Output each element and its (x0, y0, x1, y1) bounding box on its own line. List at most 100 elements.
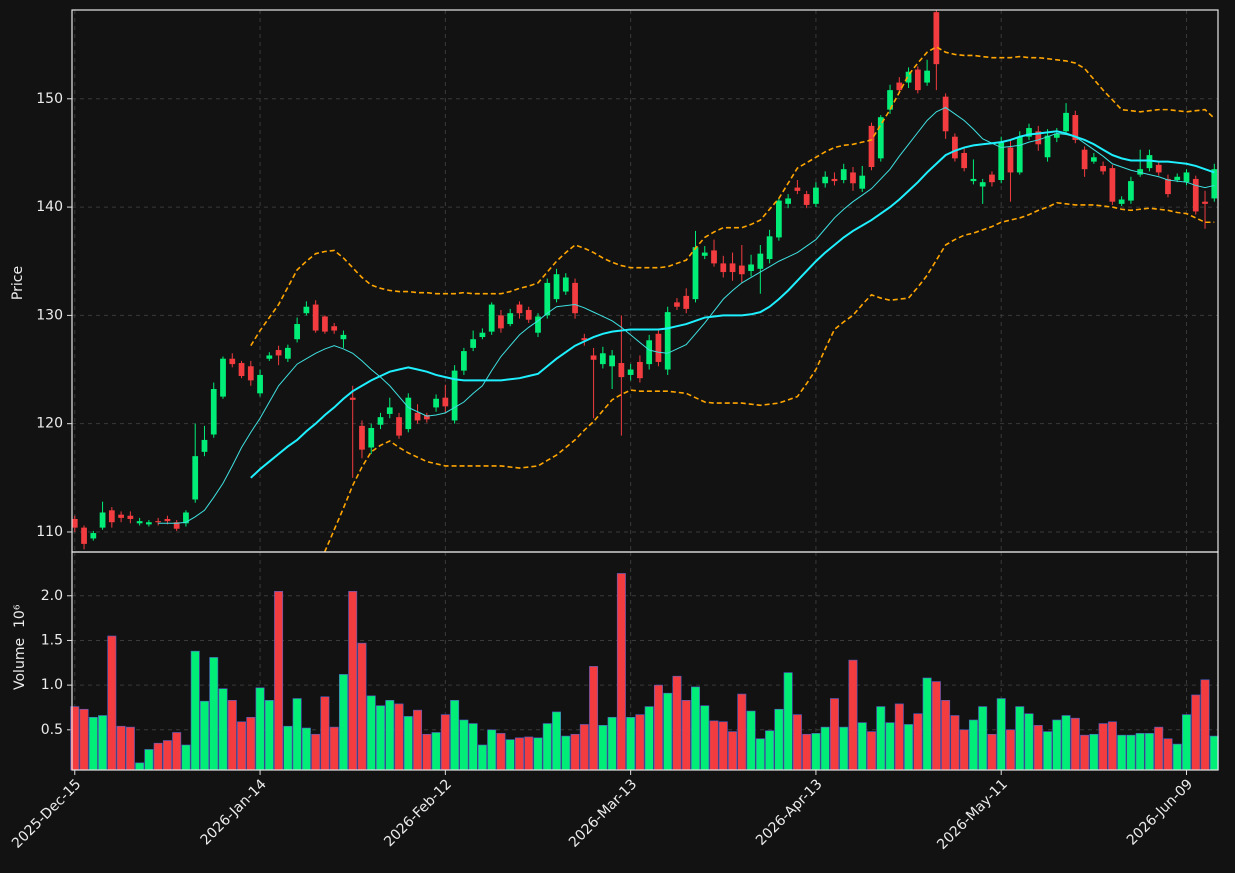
candle-body (451, 370, 458, 421)
volume-bar (459, 719, 469, 771)
volume-bar (1126, 734, 1136, 771)
candle-body (266, 355, 273, 359)
candle-body (1211, 169, 1218, 199)
candle-body (590, 355, 597, 360)
volume-bar (635, 714, 645, 771)
volume-bar (1033, 725, 1043, 771)
volume-bar (116, 725, 126, 771)
volume-bar (366, 695, 376, 771)
candle-body (1016, 136, 1023, 173)
volume-bar (264, 700, 274, 771)
candle-body (794, 187, 801, 191)
volume-bar (144, 749, 154, 771)
candle-body (961, 152, 968, 169)
volume-bar (357, 642, 367, 771)
volume-bar (440, 714, 450, 771)
candle-body (599, 353, 606, 365)
volume-bar (894, 703, 904, 771)
volume-bar (644, 706, 654, 771)
candle-body (646, 340, 653, 365)
y-tick-label: 110 (36, 524, 63, 540)
volume-bar (1200, 679, 1210, 771)
candle-body (998, 142, 1005, 181)
candle-body (655, 333, 662, 362)
candle-body (405, 397, 412, 430)
volume-bar (125, 726, 135, 771)
candle-body (701, 252, 708, 256)
volume-bar (431, 732, 441, 771)
volume-bar (774, 708, 784, 771)
volume-bar (552, 711, 561, 771)
volume-bar (820, 726, 830, 771)
candle-body (729, 263, 736, 273)
y-tick-label: 140 (36, 199, 63, 215)
volume-bar (190, 650, 200, 771)
candle-body (859, 175, 866, 189)
volume-bar (1191, 694, 1201, 771)
volume-bar (848, 659, 858, 771)
candle-body (775, 200, 782, 238)
volume-bar (1006, 729, 1015, 771)
volume-bar (338, 674, 348, 771)
candle-body (173, 522, 180, 529)
candle-body (942, 96, 949, 132)
volume-bar (468, 723, 478, 771)
volume-bar (783, 672, 793, 771)
volume-bar (829, 698, 839, 771)
candle-body (470, 339, 477, 348)
candle-body (692, 247, 699, 300)
overlay-line (323, 201, 1215, 552)
candle-body (618, 363, 625, 378)
candle-body (572, 282, 578, 314)
candle-body (979, 182, 986, 187)
volume-bar (237, 721, 247, 771)
candle-body (1192, 178, 1199, 212)
candle-body (1063, 112, 1069, 132)
volume-bar (218, 688, 228, 771)
y-axis-label: Price (10, 266, 26, 300)
candle-body (813, 187, 819, 204)
candle-body (312, 304, 319, 331)
volume-bar (959, 729, 969, 771)
candle-body (1174, 176, 1181, 181)
candle-body (683, 295, 690, 309)
candle-body (1183, 172, 1190, 183)
candle-body (952, 136, 958, 159)
volume-bar (98, 715, 108, 771)
candle-body (748, 264, 754, 271)
candle-body (785, 198, 792, 204)
candle-body (284, 347, 291, 359)
volume-bar (301, 727, 311, 771)
candle-body (368, 428, 375, 448)
volume-bar (755, 738, 765, 771)
candle-body (442, 397, 449, 407)
volume-bar (1172, 743, 1182, 771)
volume-bar (626, 716, 636, 771)
candle-body (711, 250, 717, 264)
candle-body (1202, 201, 1208, 204)
volume-bar (153, 742, 163, 771)
volume-frame (71, 551, 1219, 771)
candle-body (1007, 147, 1014, 173)
candle-body (386, 407, 393, 414)
volume-bar (867, 731, 876, 771)
y-tick-label: 120 (36, 416, 63, 432)
volume-bar (1144, 733, 1154, 771)
volume-bar (811, 733, 821, 771)
candle-body (905, 71, 912, 83)
volume-bar (1089, 733, 1099, 771)
candle-body (831, 178, 838, 182)
volume-bar (904, 724, 914, 771)
volume-bar (672, 675, 682, 771)
candle-body (1090, 157, 1097, 162)
volume-bar (931, 681, 941, 771)
y2-tick-label: 1.0 (41, 677, 63, 693)
volume-bar (1163, 738, 1173, 771)
candle-body (275, 350, 282, 356)
volume-bar (394, 703, 404, 771)
candle-body (1146, 155, 1153, 169)
candle-body (99, 512, 106, 528)
candle-body (81, 527, 87, 544)
